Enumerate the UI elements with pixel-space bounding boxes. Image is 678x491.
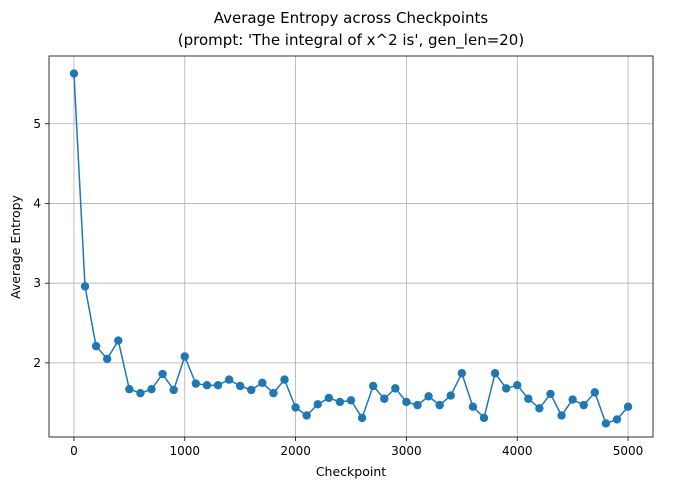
grid bbox=[49, 56, 653, 437]
data-point bbox=[402, 397, 411, 407]
data-point bbox=[180, 352, 189, 361]
data-point bbox=[590, 388, 600, 397]
chart-title: Average Entropy across Checkpoints bbox=[214, 9, 489, 27]
data-point bbox=[623, 402, 633, 411]
data-point bbox=[368, 381, 378, 391]
y-tick-label: 3 bbox=[33, 276, 41, 290]
data-point bbox=[579, 400, 588, 410]
data-point bbox=[424, 392, 433, 401]
data-point bbox=[380, 394, 389, 403]
data-point bbox=[258, 378, 267, 387]
data-point bbox=[568, 395, 577, 404]
x-tick-label: 1000 bbox=[169, 444, 200, 458]
plot-frame bbox=[48, 55, 654, 438]
data-point bbox=[302, 411, 311, 420]
data-point bbox=[546, 389, 555, 399]
data-point bbox=[280, 375, 289, 384]
data-point bbox=[601, 419, 611, 428]
data-point bbox=[91, 341, 101, 351]
data-point bbox=[191, 379, 201, 388]
data-point bbox=[457, 369, 467, 378]
data-point bbox=[114, 336, 123, 345]
data-point bbox=[490, 369, 500, 378]
data-point bbox=[169, 385, 178, 395]
data-point bbox=[513, 380, 522, 390]
data-point bbox=[446, 391, 455, 400]
data-point bbox=[335, 397, 345, 407]
x-tick-label: 5000 bbox=[613, 444, 644, 458]
chart-subtitle: (prompt: 'The integral of x^2 is', gen_l… bbox=[178, 31, 524, 50]
data-point bbox=[69, 69, 79, 78]
y-tick-label: 2 bbox=[33, 356, 41, 370]
x-tick-label: 0 bbox=[70, 444, 78, 458]
data-point bbox=[202, 380, 212, 390]
data-point bbox=[357, 413, 367, 423]
data-point bbox=[479, 413, 489, 423]
data-point bbox=[136, 388, 145, 398]
y-tick-label: 5 bbox=[33, 117, 41, 131]
data-point bbox=[324, 393, 334, 403]
data-point bbox=[346, 396, 356, 405]
data-point bbox=[435, 400, 444, 410]
y-axis-label: Average Entropy bbox=[8, 194, 23, 298]
data-point bbox=[557, 411, 566, 420]
series-group bbox=[69, 69, 633, 428]
y-tick-label: 4 bbox=[33, 196, 41, 210]
data-point bbox=[269, 388, 278, 398]
data-point bbox=[235, 381, 245, 391]
data-point bbox=[147, 384, 156, 394]
data-point bbox=[102, 354, 112, 364]
data-point bbox=[413, 400, 422, 410]
data-point bbox=[247, 385, 256, 395]
data-point bbox=[125, 384, 134, 394]
data-point bbox=[158, 369, 167, 379]
data-point bbox=[535, 404, 544, 413]
data-point bbox=[291, 403, 300, 412]
x-tick-label: 2000 bbox=[280, 444, 311, 458]
axis-ticks: 0 1000 2000 3000 4000 5000 2 3 4 5 bbox=[33, 117, 643, 458]
data-point bbox=[468, 402, 478, 411]
data-point bbox=[80, 282, 90, 291]
data-point bbox=[213, 380, 223, 390]
data-point bbox=[224, 375, 234, 384]
data-point bbox=[391, 384, 400, 393]
x-axis-label: Checkpoint bbox=[316, 464, 386, 479]
data-point bbox=[501, 384, 511, 393]
data-point bbox=[524, 394, 533, 403]
data-point bbox=[612, 415, 622, 424]
x-tick-label: 4000 bbox=[502, 444, 533, 458]
data-point bbox=[313, 400, 322, 409]
x-tick-label: 3000 bbox=[391, 444, 422, 458]
